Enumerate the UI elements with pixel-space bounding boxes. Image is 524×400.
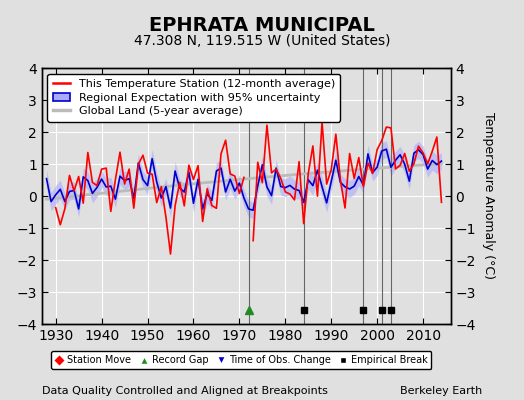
Y-axis label: Temperature Anomaly (°C): Temperature Anomaly (°C) bbox=[482, 112, 495, 280]
Text: Data Quality Controlled and Aligned at Breakpoints: Data Quality Controlled and Aligned at B… bbox=[42, 386, 328, 396]
Text: 47.308 N, 119.515 W (United States): 47.308 N, 119.515 W (United States) bbox=[134, 34, 390, 48]
Text: Berkeley Earth: Berkeley Earth bbox=[400, 386, 482, 396]
Legend: This Temperature Station (12-month average), Regional Expectation with 95% uncer: This Temperature Station (12-month avera… bbox=[48, 74, 341, 122]
Text: EPHRATA MUNICIPAL: EPHRATA MUNICIPAL bbox=[149, 16, 375, 35]
Legend: Station Move, Record Gap, Time of Obs. Change, Empirical Break: Station Move, Record Gap, Time of Obs. C… bbox=[51, 351, 431, 369]
